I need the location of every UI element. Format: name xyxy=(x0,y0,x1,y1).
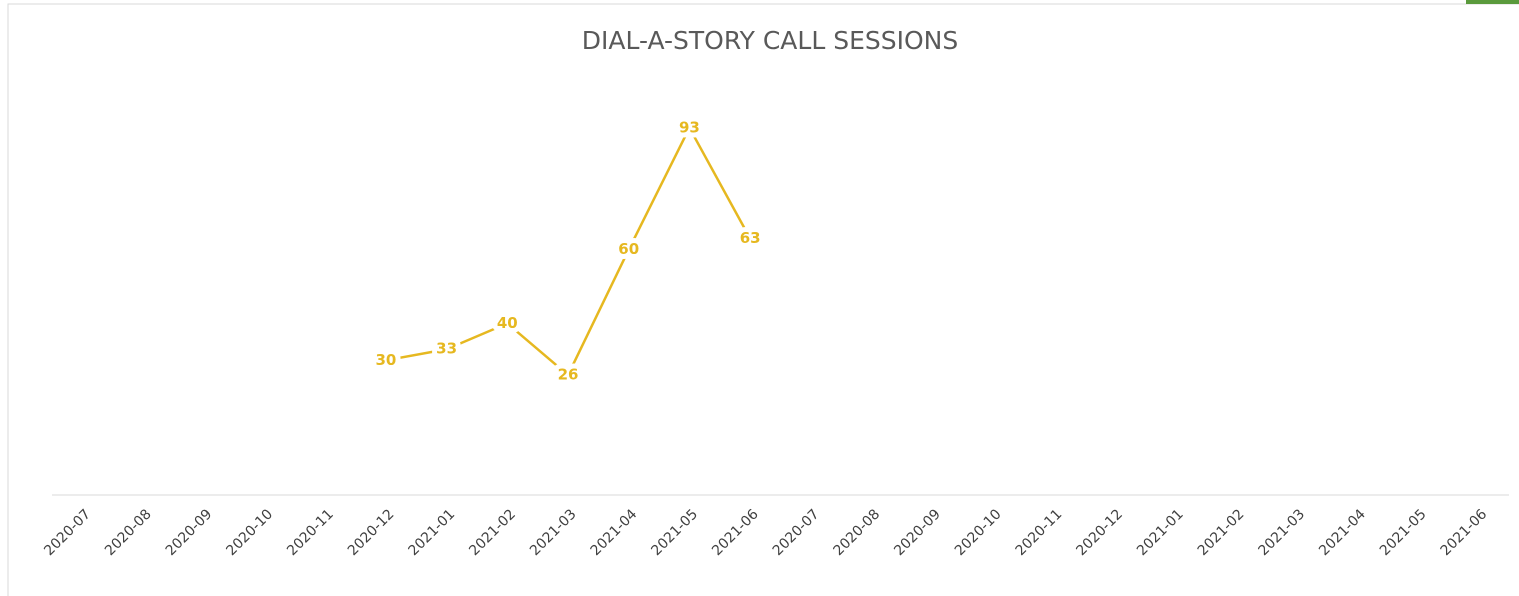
x-tick-label: 2020-09 xyxy=(891,506,944,559)
x-tick-label: 2021-02 xyxy=(1195,506,1248,559)
x-tick-label: 2020-11 xyxy=(1013,506,1066,559)
series-line xyxy=(385,126,752,377)
x-tick-label: 2021-05 xyxy=(1377,506,1430,559)
x-tick-label: 2020-09 xyxy=(163,506,216,559)
x-tick-label: 2020-08 xyxy=(831,506,884,559)
x-tick-label: 2021-01 xyxy=(1134,506,1187,559)
x-tick-label: 2020-11 xyxy=(284,506,337,559)
x-tick-label: 2021-06 xyxy=(709,506,762,559)
data-label: 30 xyxy=(375,351,396,369)
x-tick-label: 2021-06 xyxy=(1438,506,1491,559)
x-tick-label: 2021-04 xyxy=(588,506,641,559)
data-label: 63 xyxy=(740,229,761,247)
data-label: 33 xyxy=(436,340,457,358)
x-tick-label: 2020-10 xyxy=(223,506,276,559)
x-tick-label: 2021-02 xyxy=(466,506,519,559)
x-tick-label: 2021-04 xyxy=(1316,506,1369,559)
x-tick-label: 2020-10 xyxy=(952,506,1005,559)
x-tick-label: 2020-07 xyxy=(770,506,823,559)
x-tick-label: 2021-03 xyxy=(527,506,580,559)
x-tick-label: 2020-08 xyxy=(102,506,155,559)
x-tick-label: 2020-07 xyxy=(41,506,94,559)
x-tick-label: 2020-12 xyxy=(1073,506,1126,559)
x-tick-label: 2021-05 xyxy=(648,506,701,559)
chart-frame xyxy=(7,3,1519,596)
x-tick-label: 2020-12 xyxy=(345,506,398,559)
corner-widget xyxy=(1466,0,1519,4)
x-tick-label: 2021-01 xyxy=(406,506,459,559)
data-label: 26 xyxy=(558,366,579,384)
data-label: 40 xyxy=(497,314,518,332)
chart-title: DIAL-A-STORY CALL SESSIONS xyxy=(582,26,958,55)
data-label: 60 xyxy=(618,240,639,258)
x-tick-label: 2021-03 xyxy=(1255,506,1308,559)
data-label: 93 xyxy=(679,118,700,136)
